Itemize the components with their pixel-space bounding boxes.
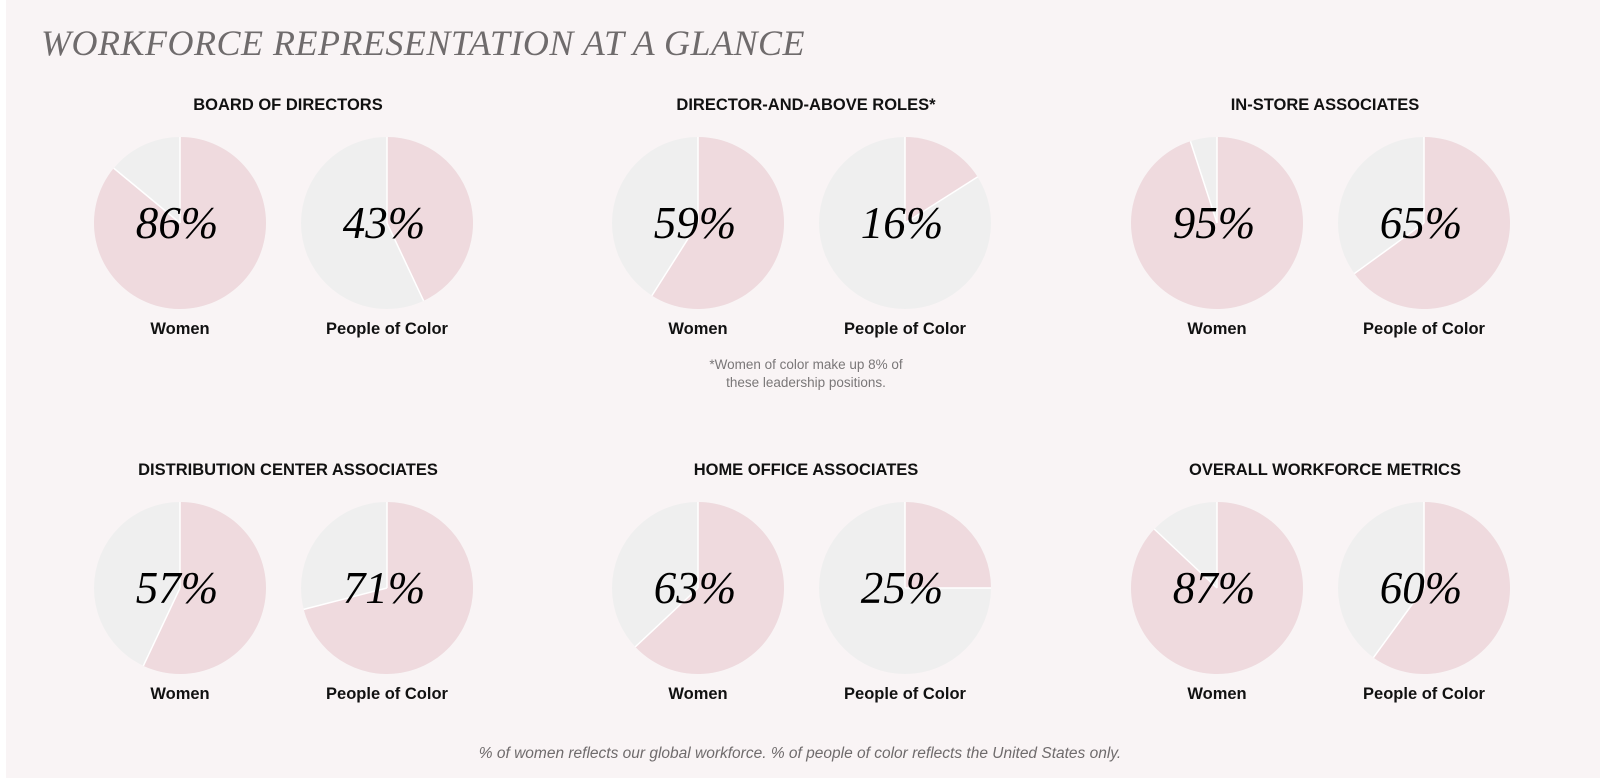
pie-value-label: 60%: [1379, 563, 1463, 613]
chart-group-title: IN-STORE ASSOCIATES: [1230, 96, 1420, 114]
pie-value-label: 43%: [342, 198, 426, 248]
pie-value-label: 63%: [653, 563, 737, 613]
pie-svg: [819, 502, 991, 674]
pie-svg: [1338, 502, 1510, 674]
pie-divider: [634, 587, 699, 648]
footer-note: % of women reflects our global workforce…: [478, 745, 1122, 762]
pie-category-label: People of Color: [844, 320, 966, 338]
pie-chart: 71%: [297, 498, 477, 678]
pie-value-slice: [387, 137, 474, 301]
infographic-panel: WORKFORCE REPRESENTATION AT A GLANCE *Wo…: [6, 0, 1600, 778]
pie-category-label: People of Color: [1363, 685, 1485, 703]
pie-category-label: People of Color: [326, 320, 448, 338]
chart-group-title: BOARD OF DIRECTORS: [193, 96, 383, 114]
pie-chart: 25%: [815, 498, 995, 678]
chart-group-title: DIRECTOR-AND-ABOVE ROLES*: [676, 96, 936, 114]
footnote-line: these leadership positions.: [726, 375, 886, 390]
chart-group: OVERALL WORKFORCE METRICS 87% Women 60% Peop…: [1115, 461, 1535, 721]
pie-value-slice: [1354, 137, 1510, 309]
pie-divider: [904, 176, 979, 224]
pie-divider: [1372, 587, 1425, 659]
pie-divider: [113, 167, 181, 224]
pie-category-label: Women: [668, 320, 728, 338]
pie-chart: 59%: [608, 133, 788, 313]
pie-category-label: People of Color: [1363, 320, 1485, 338]
pie-value-label: 65%: [1379, 198, 1463, 248]
pie-svg: [1131, 502, 1304, 674]
pie-divider: [1353, 222, 1425, 275]
pie-category-label: Women: [150, 685, 210, 703]
footnote-line: *Women of color make up 8% of: [709, 357, 903, 372]
pie-svg: [819, 137, 991, 309]
chart-group-title: OVERALL WORKFORCE METRICS: [1189, 461, 1461, 479]
chart-group: DIRECTOR-AND-ABOVE ROLES* 59% Women 16% Peop…: [596, 96, 1016, 356]
pie-divider: [142, 587, 181, 667]
pie-value-label: 95%: [1172, 198, 1256, 248]
pie-svg: [94, 137, 267, 309]
chart-group: HOME OFFICE ASSOCIATES 63% Women 25% People …: [596, 461, 1016, 721]
pie-chart: 87%: [1127, 498, 1307, 678]
pie-chart: 60%: [1334, 498, 1514, 678]
pie-value-slice: [1373, 502, 1510, 674]
pie-category-label: People of Color: [326, 685, 448, 703]
pie-svg: [301, 137, 474, 309]
pie-divider: [386, 222, 425, 302]
chart-group-title: DISTRIBUTION CENTER ASSOCIATES: [138, 461, 438, 479]
pie-chart: 16%: [815, 133, 995, 313]
pie-value-label: 87%: [1172, 563, 1256, 613]
pie-value-label: 86%: [135, 198, 219, 248]
pie-divider: [651, 222, 699, 297]
pie-category-label: Women: [150, 320, 210, 338]
pie-value-slice: [905, 502, 991, 588]
pie-category-label: Women: [1187, 685, 1247, 703]
pie-divider: [303, 587, 388, 611]
pie-chart: 86%: [90, 133, 270, 313]
pie-svg: [612, 502, 785, 674]
pie-category-label: People of Color: [844, 685, 966, 703]
pie-category-label: Women: [1187, 320, 1247, 338]
pie-value-slice: [651, 137, 785, 309]
pie-value-slice: [303, 502, 473, 674]
pie-value-label: 57%: [135, 563, 219, 613]
chart-group: IN-STORE ASSOCIATES 95% Women 65% People of …: [1115, 96, 1535, 356]
pie-chart: 43%: [297, 133, 477, 313]
pie-svg: [1130, 137, 1303, 309]
pie-value-slice: [905, 137, 978, 223]
chart-group-title: HOME OFFICE ASSOCIATES: [693, 461, 919, 479]
pie-svg: [301, 502, 473, 674]
pie-value-label: 16%: [860, 198, 944, 248]
pie-category-label: Women: [668, 685, 728, 703]
pie-value-label: 25%: [860, 563, 944, 613]
pie-value-label: 71%: [342, 563, 426, 613]
pie-svg: [94, 502, 266, 674]
pie-chart: 57%: [90, 498, 270, 678]
pie-chart: 65%: [1334, 133, 1514, 313]
leadership-footnote: *Women of color make up 8% of these lead…: [596, 356, 1016, 392]
pie-chart: 63%: [608, 498, 788, 678]
chart-group: DISTRIBUTION CENTER ASSOCIATES 57% Women 71…: [78, 461, 498, 721]
pie-divider: [1189, 140, 1218, 224]
pie-divider: [1153, 528, 1218, 589]
chart-group: BOARD OF DIRECTORS 86% Women 43% People of C…: [78, 96, 498, 356]
pie-svg: [1338, 137, 1510, 309]
pie-svg: [612, 137, 785, 309]
pie-value-label: 59%: [653, 198, 737, 248]
pie-value-slice: [635, 502, 785, 674]
pie-value-slice: [143, 502, 266, 674]
page-title: WORKFORCE REPRESENTATION AT A GLANCE: [41, 23, 806, 63]
pie-chart: 95%: [1127, 133, 1307, 313]
